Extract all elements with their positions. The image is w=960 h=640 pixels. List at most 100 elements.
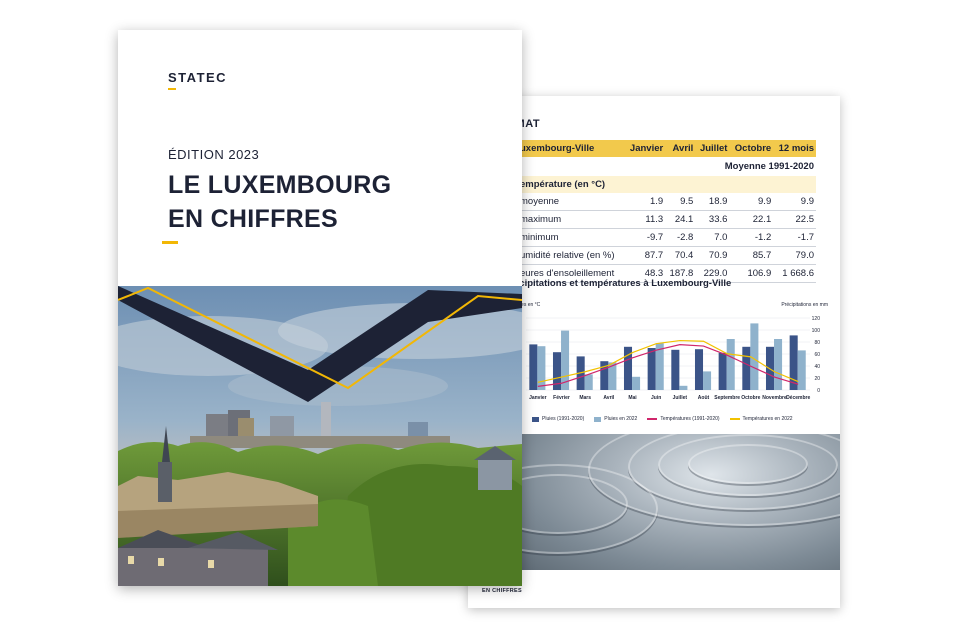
cell: 22.1 <box>729 210 774 229</box>
x-tick-label: Août <box>698 395 710 401</box>
legend-item: Températures en 2022 <box>729 416 793 422</box>
row-label: minimum <box>518 228 625 247</box>
edition-label: ÉDITION 2023 <box>168 147 260 162</box>
cell: 11.3 <box>624 210 666 229</box>
x-tick-label: Novembre <box>762 395 787 401</box>
water-ripple-photo <box>518 434 840 570</box>
table-header: Juillet <box>699 143 728 154</box>
chart-legend: Pluies (1991-2020) Pluies en 2022 Tempér… <box>532 416 822 422</box>
cell: -9.7 <box>624 228 666 247</box>
x-tick-label: Septembre <box>714 395 740 401</box>
bar <box>655 343 664 390</box>
bar <box>552 352 562 390</box>
cell: 106.9 <box>729 264 774 283</box>
legend-swatch <box>729 418 740 420</box>
cell: 70.9 <box>695 246 730 265</box>
back-page: IMAT uxembourg-Ville Janvier Avril Juill… <box>468 96 840 608</box>
cell: -2.8 <box>665 228 696 247</box>
bar <box>726 339 735 390</box>
legend-swatch <box>647 418 658 420</box>
legend-item: Températures (1991-2020) <box>647 416 720 422</box>
x-tick-label: Mai <box>628 395 637 401</box>
chart-title: écipitations et températures à Luxembour… <box>514 278 732 289</box>
cell: 229.0 <box>695 264 730 283</box>
cell: 1.9 <box>624 193 666 211</box>
bar <box>537 346 546 390</box>
table-section: empérature (en °C) <box>518 176 816 193</box>
legend-label: Températures en 2022 <box>742 416 793 422</box>
x-tick-label: Juin <box>651 395 661 401</box>
x-tick-label: Mars <box>579 395 591 401</box>
tick-label: 0 <box>817 388 820 394</box>
cell: 9.9 <box>729 193 774 211</box>
cell: 70.4 <box>665 246 696 265</box>
bar <box>647 348 656 390</box>
table-header-row: uxembourg-Ville Janvier Avril Juillet Oc… <box>518 140 816 157</box>
row-label: eures d'ensoleillement <box>518 264 625 283</box>
table-header: Janvier <box>629 143 664 154</box>
bar <box>789 335 798 390</box>
legend-item: Pluies (1991-2020) <box>532 416 584 422</box>
cell: 87.7 <box>624 246 666 265</box>
bar <box>742 346 751 390</box>
cell: 79.0 <box>773 246 816 265</box>
chart-svg: 120 100 80 60 40 20 0 Janvier Février Mars Avril Ma… <box>526 316 821 401</box>
bar <box>623 346 633 390</box>
legend-label: Pluies en 2022 <box>604 416 638 422</box>
right-axis-label: Précipitations en mm <box>781 302 828 308</box>
bar <box>671 349 680 390</box>
climate-chart: ératures en °C Précipitations en mm 120 1… <box>508 300 828 430</box>
legend-item: Pluies en 2022 <box>594 416 637 422</box>
x-tick-label: Juillet <box>673 395 688 401</box>
x-tick-label: Octobre <box>741 395 760 401</box>
tick-label: 20 <box>814 376 820 382</box>
row-label: moyenne <box>518 193 625 211</box>
cell: 85.7 <box>729 246 774 265</box>
bar <box>679 385 688 390</box>
cell: 7.0 <box>695 228 730 247</box>
tick-label: 120 <box>812 316 821 322</box>
cell: 187.8 <box>665 264 696 283</box>
legend-swatch <box>594 416 602 422</box>
bar <box>774 339 783 390</box>
bar <box>529 344 538 390</box>
table-section-row: empérature (en °C) <box>518 176 816 193</box>
table-subheader: Moyenne 1991-2020 <box>724 161 814 172</box>
legend-label: Pluies (1991-2020) <box>542 416 585 422</box>
table-row: moyenne 1.9 9.5 18.9 9.9 9.9 <box>518 193 816 211</box>
title-line: LE LUXEMBOURG <box>168 171 392 199</box>
climate-table: uxembourg-Ville Janvier Avril Juillet Oc… <box>518 140 816 283</box>
cell: 24.1 <box>665 210 696 229</box>
table-subheader-row: Moyenne 1991-2020 <box>518 157 816 176</box>
bar <box>600 361 609 390</box>
cell: 9.9 <box>773 193 816 211</box>
bar <box>584 374 593 390</box>
title-accent <box>162 241 178 244</box>
bar <box>632 376 641 390</box>
bar <box>608 362 617 390</box>
x-tick-label: Janvier <box>529 395 547 401</box>
table-row: maximum 11.3 24.1 33.6 22.1 22.5 <box>518 210 816 229</box>
legend-swatch <box>532 416 539 422</box>
cell: 1 668.6 <box>773 264 816 283</box>
cover-chevrons <box>118 286 522 402</box>
x-tick-label: Avril <box>603 395 615 401</box>
table-row: eures d'ensoleillement 48.3 187.8 229.0 … <box>518 264 816 283</box>
bar <box>703 371 712 390</box>
x-tick-label: Février <box>553 395 570 401</box>
legend-label: Températures (1991-2020) <box>660 416 720 422</box>
cell: 48.3 <box>624 264 666 283</box>
tick-label: 60 <box>814 352 820 358</box>
row-label: umidité relative (en %) <box>518 246 625 265</box>
cell: 9.5 <box>665 193 696 211</box>
x-tick-label: Décembre <box>786 395 810 401</box>
bar <box>718 352 727 390</box>
table-header: Octobre <box>734 143 772 154</box>
table-header: 12 mois <box>778 143 814 154</box>
table-row: minimum -9.7 -2.8 7.0 -1.2 -1.7 <box>518 228 816 247</box>
cell: 18.9 <box>695 193 730 211</box>
cover-title: LE LUXEMBOURG EN CHIFFRES <box>168 168 391 236</box>
title-line: EN CHIFFRES <box>168 205 338 233</box>
statec-logo: STATEC <box>168 70 228 85</box>
cell: -1.2 <box>729 228 774 247</box>
